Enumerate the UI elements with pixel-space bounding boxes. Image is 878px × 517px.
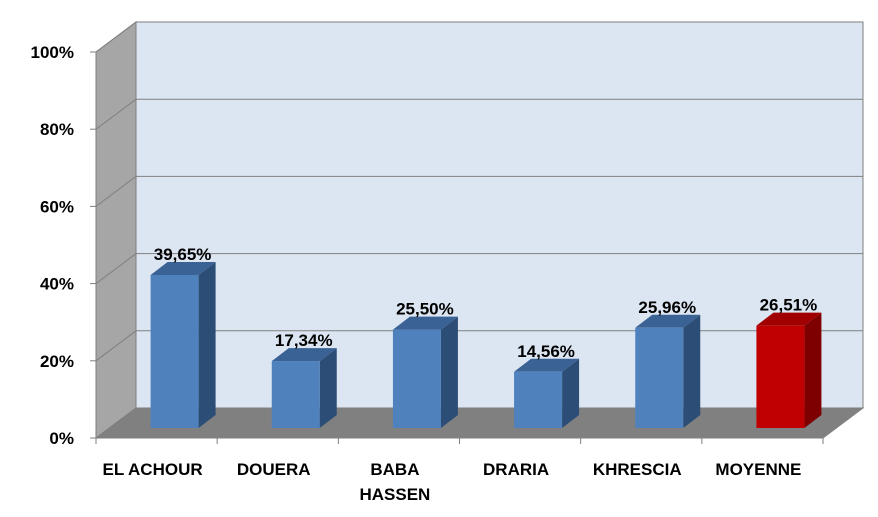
y-tick-label: 20% [40,352,74,371]
bar-side [319,348,337,428]
bar-front [392,329,441,428]
bar [635,314,701,428]
bars [150,261,822,428]
x-tick-label: BABA HASSEN [359,460,430,504]
bar-top [635,314,701,328]
bar-top [392,316,458,330]
data-label: 39,65% [154,245,212,264]
bar-front [635,327,684,428]
gridline [95,253,863,285]
bar-side [440,316,458,428]
data-label: 17,34% [275,331,333,350]
bar-side [683,314,701,428]
x-tick-label: DOUERA [237,460,311,479]
bar-side [804,312,822,428]
y-tick-label: 60% [40,197,74,216]
x-tick-label: DRARIA [483,460,549,479]
data-label: 25,96% [638,298,696,317]
bar-front [271,361,320,428]
y-tick-label: 80% [40,120,74,139]
gridline [95,175,863,207]
gridline [95,330,863,362]
bar-front [756,325,805,428]
bar-side [198,261,216,428]
bar [150,261,216,428]
y-tick-label: 100% [31,43,74,62]
x-axis: EL ACHOUR DOUERA BABA HASSEN DRARIA KHRESCIA M… [95,437,824,504]
bar-top [756,312,822,326]
y-tick-label: 40% [40,275,74,294]
bar [392,316,458,428]
bar [756,312,822,428]
data-labels: 39,65% 17,34% 25,50% 14,56% 25,96% 26,51% [154,245,818,361]
bar [271,348,337,428]
y-tick-label: 0% [49,429,74,448]
bar-top [150,261,216,275]
bar-top [514,358,580,372]
bar-top [271,348,337,362]
bar [514,358,580,428]
gridlines [95,21,863,362]
bar-front [150,274,199,428]
x-tick-label: MOYENNE [715,460,801,479]
data-label: 26,51% [760,296,818,315]
x-tick-label: EL ACHOUR [103,460,203,479]
bar-front [514,371,563,428]
data-label: 25,50% [396,300,454,319]
gridline [95,21,863,53]
back-wall [135,21,864,409]
gridline [95,98,863,130]
y-axis: 0% 20% 40% 60% 80% 100% [31,43,97,448]
x-tick-label: KHRESCIA [593,460,682,479]
side-wall [95,21,137,439]
bar-side [562,358,580,428]
data-label: 14,56% [517,342,575,361]
